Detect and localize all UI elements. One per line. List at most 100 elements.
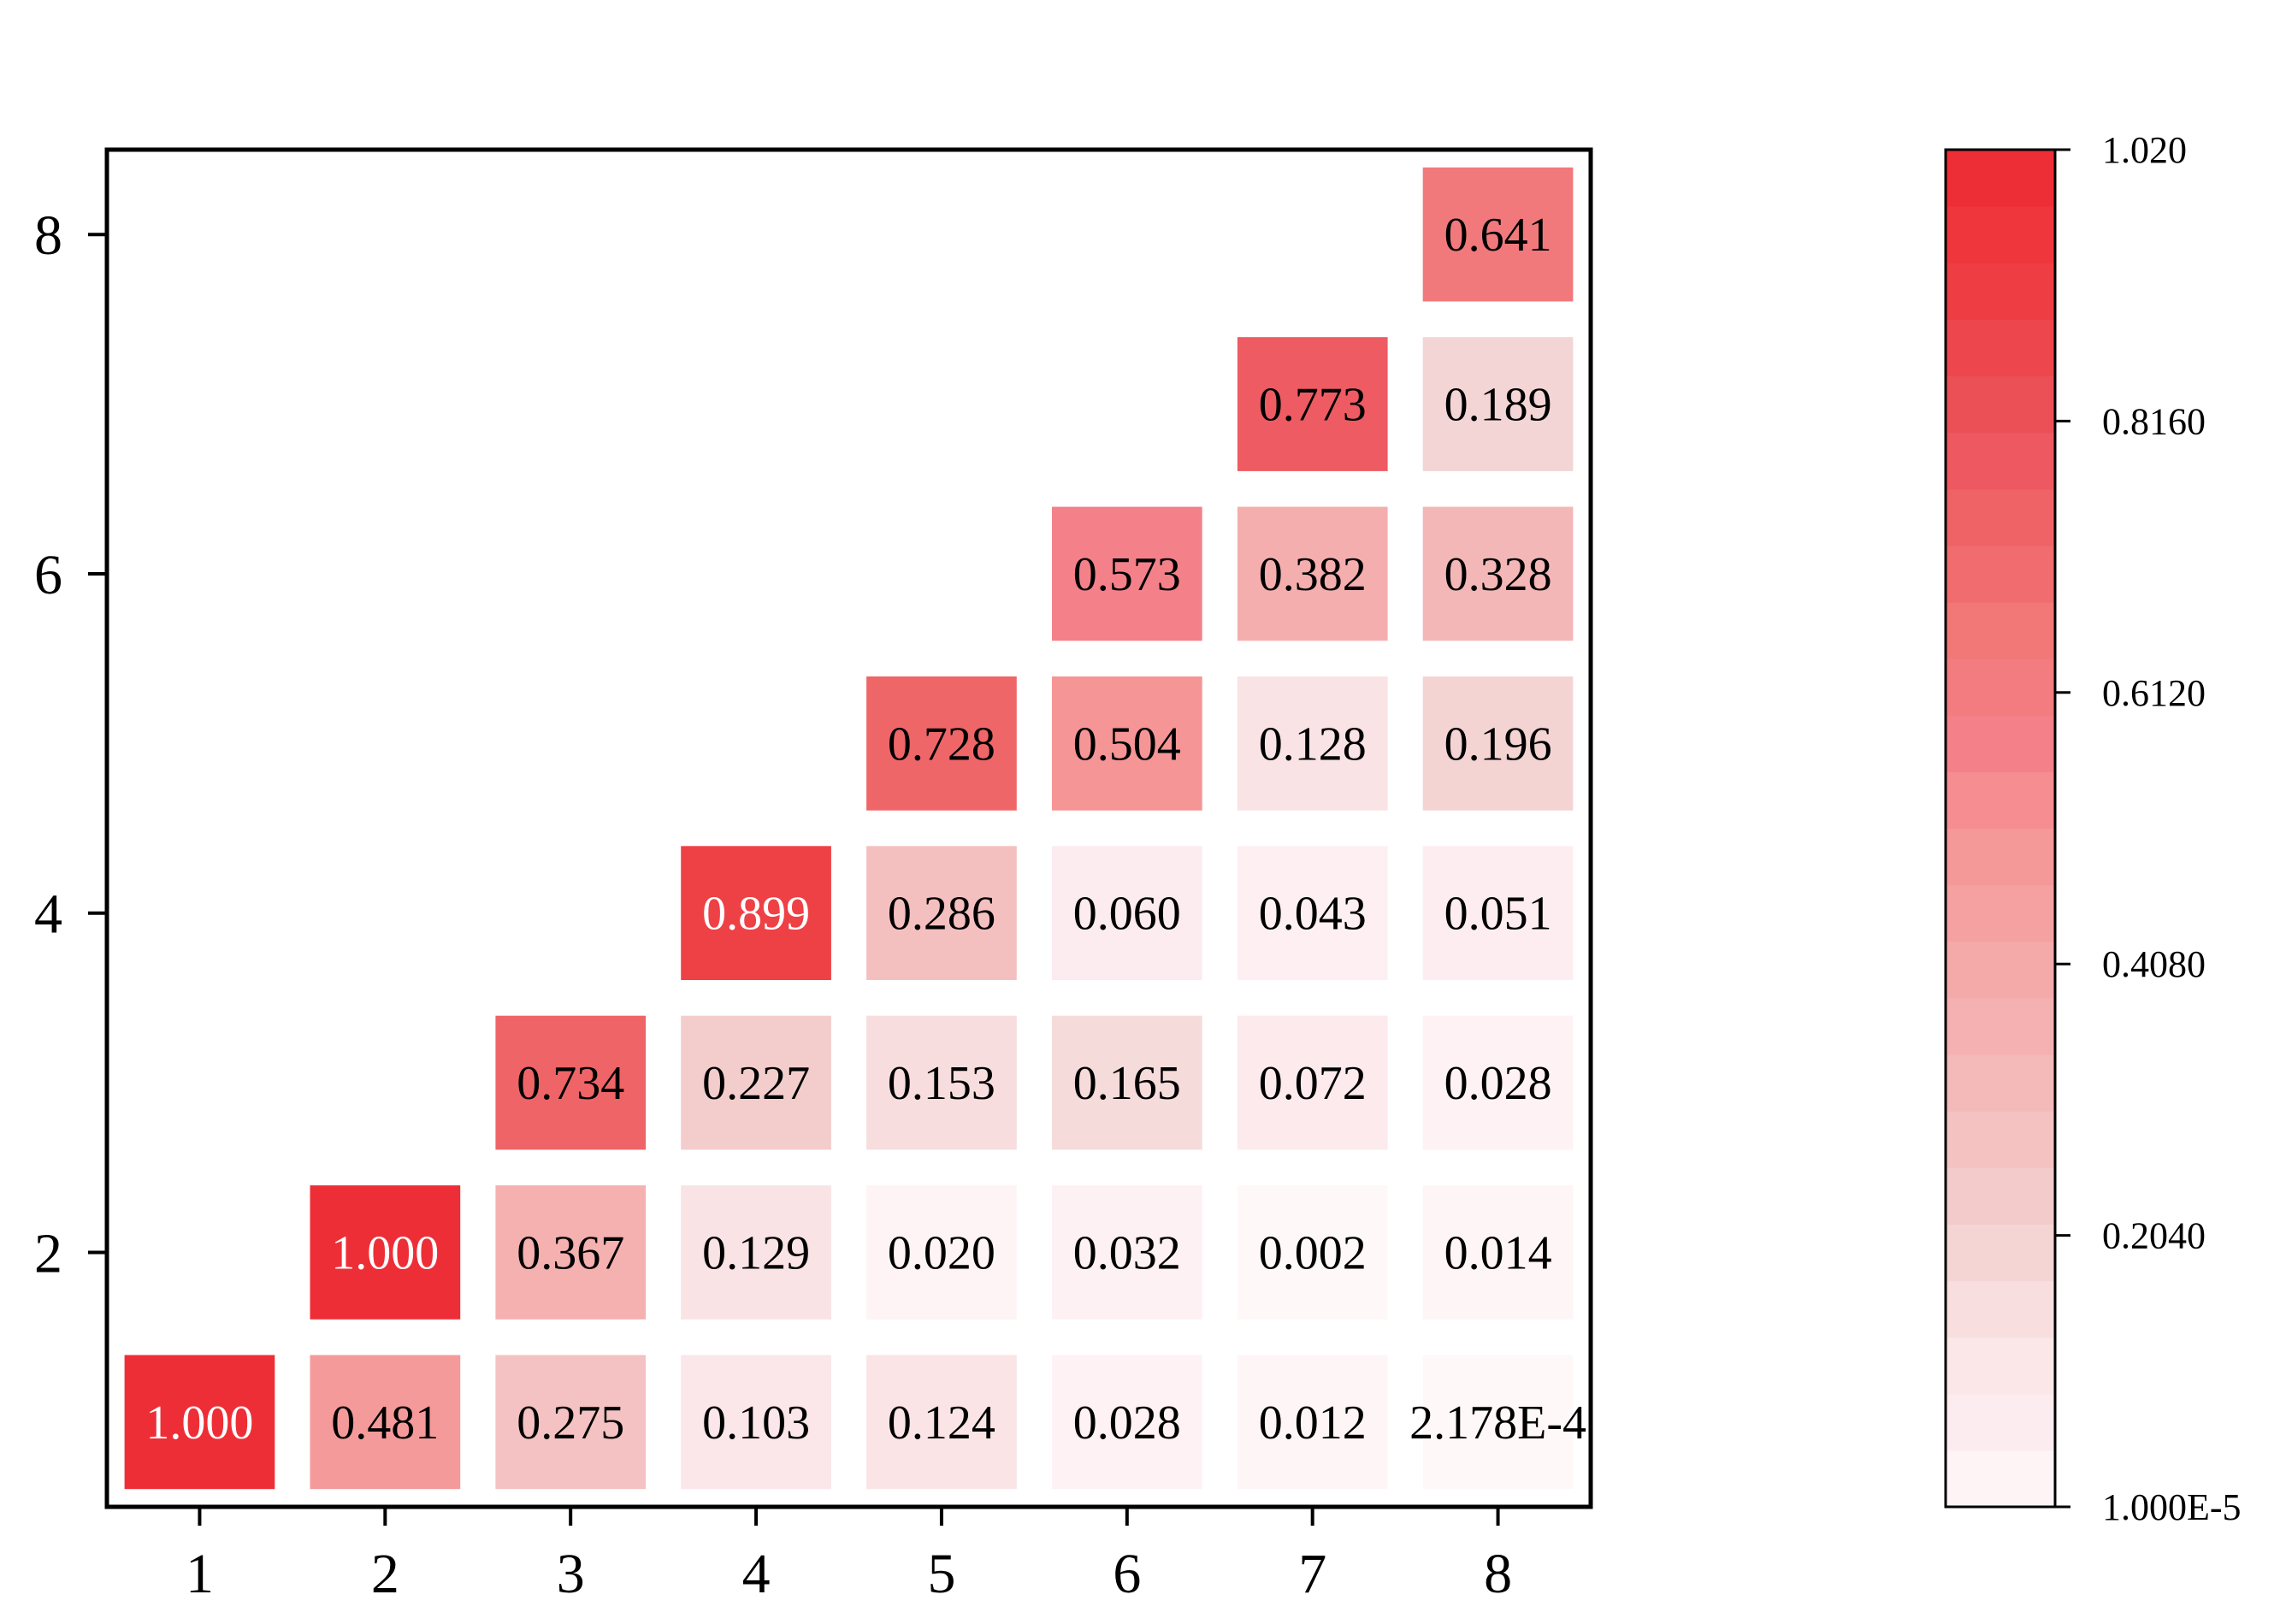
heatmap-cell: 0.728 (866, 676, 1017, 811)
x-tick-label: 5 (927, 1543, 955, 1605)
cell-value-label: 1.000 (145, 1397, 253, 1450)
heatmap-cell-rect (1052, 846, 1202, 980)
y-tick-label: 4 (34, 883, 62, 946)
colorbar-band (1946, 1450, 2055, 1508)
colorbar-band (1946, 1280, 2055, 1338)
heatmap-cell: 0.060 (1052, 846, 1202, 980)
cell-value-label: 0.367 (517, 1226, 624, 1279)
colorbar-band (1946, 715, 2055, 772)
heatmap-cell-rect (1237, 1185, 1388, 1320)
heatmap-cell: 0.504 (1052, 676, 1202, 811)
heatmap-cell-rect (866, 1185, 1017, 1320)
colorbar-band (1946, 263, 2055, 320)
cell-value-label: 0.060 (1073, 888, 1181, 941)
cell-value-label: 0.002 (1259, 1226, 1367, 1279)
heatmap-cell-rect (1052, 1185, 1202, 1320)
x-axis: 1 2 3 4 5 6 7 8 (186, 1507, 1512, 1605)
heatmap-cell: 0.189 (1422, 337, 1574, 471)
heatmap-cell-rect (1422, 676, 1574, 811)
heatmap-cell: 0.367 (495, 1185, 647, 1320)
heatmap-cell: 0.481 (310, 1355, 461, 1490)
heatmap-cell: 0.165 (1052, 1015, 1202, 1150)
cell-value-label: 0.504 (1073, 718, 1181, 771)
heatmap-cell: 0.020 (866, 1185, 1017, 1320)
heatmap-cell: 0.899 (681, 846, 831, 980)
colorbar-band (1946, 1224, 2055, 1282)
colorbar-band (1946, 488, 2055, 546)
cell-value-label: 0.382 (1259, 548, 1367, 601)
cell-value-label: 0.773 (1259, 379, 1367, 432)
x-tick-label: 4 (742, 1543, 771, 1605)
colorbar-band (1946, 1111, 2055, 1168)
colorbar-frame (1944, 148, 2057, 1509)
colorbar-band (1946, 828, 2055, 886)
heatmap-cell: 0.382 (1237, 506, 1388, 641)
cell-value-label: 0.043 (1259, 888, 1367, 941)
colorbar-band (1946, 1167, 2055, 1225)
heatmap-cell-rect (1237, 846, 1388, 980)
heatmap-cell: 1.000 (310, 1185, 461, 1320)
heatmap-cell-rect (1052, 676, 1202, 811)
colorbar-tick-label: 0.8160 (2102, 400, 2206, 442)
cell-value-label: 0.286 (888, 888, 995, 941)
cell-value-label: 0.028 (1073, 1397, 1181, 1450)
heatmap-cell: 0.072 (1237, 1015, 1388, 1150)
colorbar-band (1946, 602, 2055, 659)
colorbar-band (1946, 319, 2055, 377)
heatmap-cell-rect (1237, 676, 1388, 811)
heatmap-cell-rect (310, 1355, 461, 1490)
heatmap-cell: 0.275 (495, 1355, 647, 1490)
colorbar-band (1946, 771, 2055, 830)
cell-value-label: 0.734 (517, 1057, 624, 1110)
colorbar-band (1946, 884, 2055, 942)
heatmap-cell-rect (1422, 506, 1574, 641)
x-tick-label: 1 (186, 1543, 214, 1605)
heatmap-cell-rect (1052, 1015, 1202, 1150)
heatmap-cell: 0.124 (866, 1355, 1017, 1490)
heatmap-cell-rect (1237, 1355, 1388, 1490)
heatmap-cell-rect (1422, 846, 1574, 980)
heatmap-cell-rect (1422, 167, 1574, 302)
cell-value-label: 1.000 (331, 1226, 439, 1279)
heatmap-cell: 2.178E-4 (1409, 1355, 1586, 1490)
y-tick-label: 8 (34, 204, 62, 267)
heatmap-cell-rect (681, 1015, 831, 1150)
x-tick-label: 3 (557, 1543, 585, 1605)
colorbar-band (1946, 375, 2055, 434)
heatmap-cell-rect (681, 1355, 831, 1490)
cell-value-label: 0.196 (1444, 718, 1552, 771)
cell-value-label: 0.227 (702, 1057, 810, 1110)
x-tick-label: 7 (1298, 1543, 1326, 1605)
heatmap-cell: 0.103 (681, 1355, 831, 1490)
heatmap-cell-rect (495, 1015, 647, 1150)
cell-value-label: 0.129 (702, 1226, 810, 1279)
heatmap-cell-rect (1237, 1015, 1388, 1150)
cell-value-label: 0.275 (517, 1397, 624, 1450)
heatmap-cell-rect (495, 1185, 647, 1320)
x-tick-label: 8 (1484, 1543, 1512, 1605)
heatmap-cell: 0.153 (866, 1015, 1017, 1150)
cell-value-label: 0.020 (888, 1226, 995, 1279)
heatmap-cell: 0.012 (1237, 1355, 1388, 1490)
heatmap-cell: 1.000 (124, 1355, 275, 1490)
colorbar-band (1946, 1393, 2055, 1451)
colorbar-band (1946, 1054, 2055, 1112)
cell-value-label: 0.153 (888, 1057, 995, 1110)
colorbar-tick-label: 1.020 (2102, 129, 2187, 171)
heatmap-cell: 0.129 (681, 1185, 831, 1320)
heatmap-cell-rect (681, 1185, 831, 1320)
heatmap-cell: 0.734 (495, 1015, 647, 1150)
x-tick-label: 2 (371, 1543, 399, 1605)
heatmap-cell: 0.014 (1422, 1185, 1574, 1320)
cell-value-label: 0.641 (1444, 209, 1552, 262)
cell-value-label: 0.072 (1259, 1057, 1367, 1110)
heatmap-cell: 0.032 (1052, 1185, 1202, 1320)
colorbar-band (1946, 658, 2055, 716)
cell-value-label: 0.051 (1444, 888, 1552, 941)
heatmap-cell-rect (124, 1355, 275, 1490)
cell-value-label: 0.103 (702, 1397, 810, 1450)
colorbar-band (1946, 997, 2055, 1055)
heatmap-cell: 0.043 (1237, 846, 1388, 980)
cell-value-label: 0.032 (1073, 1226, 1181, 1279)
